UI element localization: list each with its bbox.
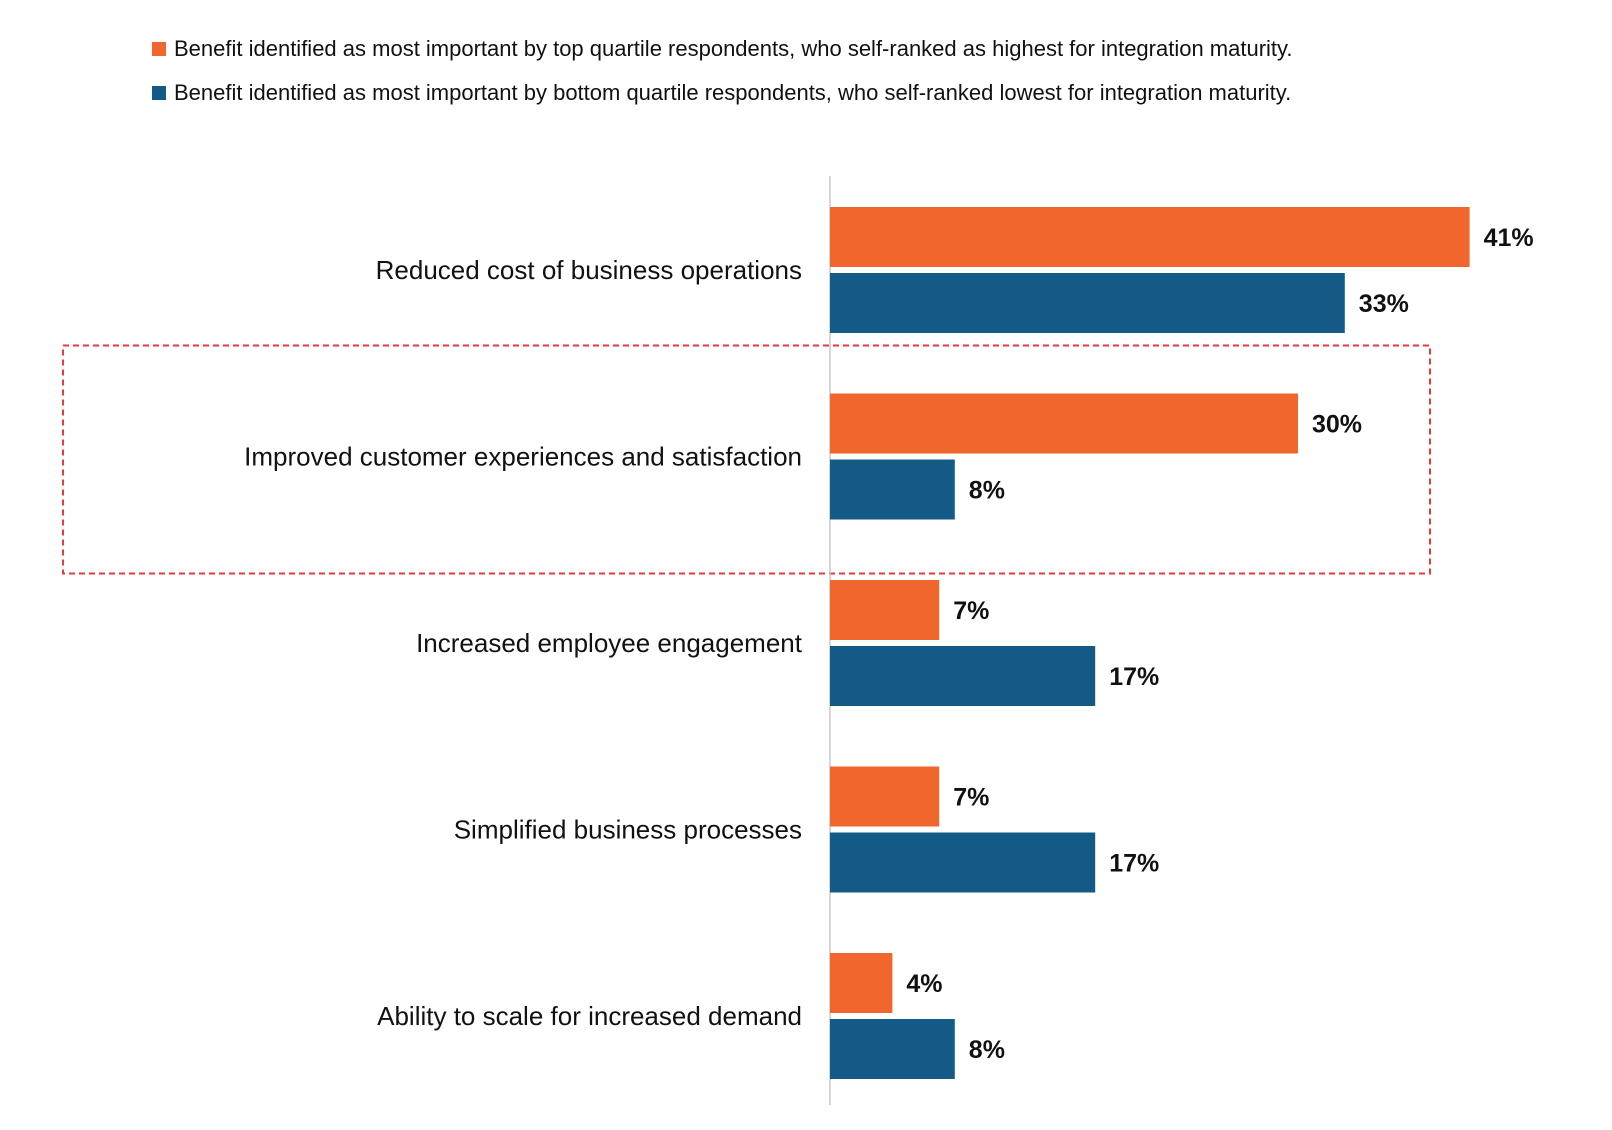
- bar-top-quartile: [830, 766, 940, 827]
- bar-top-quartile: [830, 393, 1298, 454]
- category-label: Reduced cost of business operations: [376, 255, 802, 285]
- category-label: Ability to scale for increased demand: [377, 1001, 802, 1031]
- legend-label-top-quartile: Benefit identified as most important by …: [174, 36, 1293, 61]
- bar-bottom-quartile: [830, 1019, 955, 1079]
- bar-top-quartile: [830, 580, 940, 640]
- data-label: 30%: [1312, 411, 1362, 439]
- legend-swatch-orange: [152, 41, 166, 56]
- data-label: 17%: [1109, 663, 1159, 691]
- bar-bottom-quartile: [830, 832, 1096, 893]
- data-label: 17%: [1109, 850, 1159, 878]
- highlight-box: [62, 344, 1431, 575]
- data-label: 8%: [969, 477, 1005, 505]
- data-label: 33%: [1359, 290, 1409, 318]
- bar-bottom-quartile: [830, 646, 1096, 706]
- category-label: Increased employee engagement: [416, 628, 803, 658]
- category-label: Simplified business processes: [454, 815, 802, 845]
- data-label: 7%: [953, 597, 989, 625]
- bar-bottom-quartile: [830, 273, 1345, 333]
- bar-top-quartile: [830, 953, 893, 1013]
- data-label: 4%: [906, 970, 942, 998]
- category-label: Improved customer experiences and satisf…: [244, 442, 802, 472]
- legend-label-bottom-quartile: Benefit identified as most important by …: [174, 80, 1292, 105]
- data-label: 8%: [969, 1036, 1005, 1064]
- legend-swatch-blue: [152, 85, 166, 100]
- legend-entry-top-quartile: Benefit identified as most important by …: [152, 36, 1293, 62]
- data-label: 41%: [1484, 224, 1534, 252]
- bar-bottom-quartile: [830, 459, 955, 520]
- legend-entry-bottom-quartile: Benefit identified as most important by …: [152, 80, 1291, 106]
- bar-top-quartile: [830, 207, 1470, 267]
- data-label: 7%: [953, 784, 989, 812]
